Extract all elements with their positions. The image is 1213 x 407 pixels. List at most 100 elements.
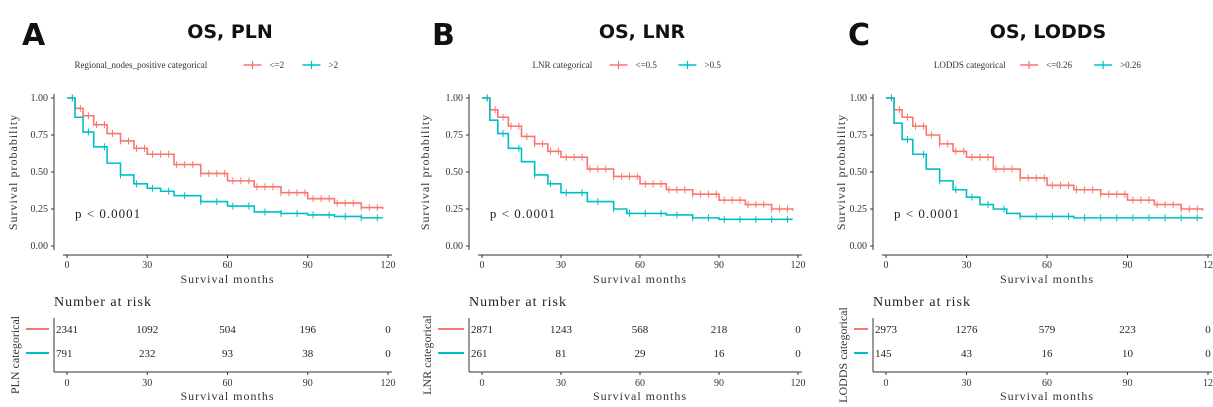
x-axis-label: Survival months (593, 272, 687, 286)
panel-letter: B (432, 18, 455, 53)
x-tick-label: 60 (223, 260, 233, 271)
risk-count: 0 (1205, 348, 1211, 360)
panel-letter: A (22, 18, 46, 53)
legend: LNR categorical <=0.5 >0.5 (533, 60, 722, 70)
risk-count: 196 (300, 324, 317, 336)
risk-count: 38 (302, 348, 314, 360)
legend: Regional_nodes_positive categorical <=2 >2 (75, 60, 339, 70)
y-tick-label: 0.50 (850, 167, 868, 178)
km-curve-series-2 (886, 97, 1203, 219)
risk-count: 504 (219, 324, 236, 336)
risk-count: 29 (635, 348, 647, 360)
x-tick-label: 60 (635, 260, 645, 271)
risk-x-axis-label: Survival months (180, 389, 274, 403)
risk-x-tick-label: 60 (1042, 378, 1052, 389)
risk-x-tick-label: 30 (142, 378, 152, 389)
x-tick-label: 12 (1203, 260, 1213, 271)
y-axis-label: Survival probability (418, 114, 432, 230)
risk-count: 0 (1205, 324, 1211, 336)
legend-label-2: >0.5 (705, 60, 722, 70)
legend-label-1: <=0.26 (1046, 60, 1072, 70)
p-value: p < 0.0001 (894, 206, 960, 221)
x-tick-label: 30 (962, 260, 972, 271)
risk-x-tick-label: 12 (1203, 378, 1213, 389)
legend-title: LODDS categorical (934, 60, 1006, 70)
panel-letter: C (848, 18, 870, 53)
y-tick-label: 0.75 (31, 130, 49, 141)
risk-table: Number at risk LNR categorical 2871 1243 568… (420, 295, 806, 403)
risk-x-tick-label: 30 (556, 378, 566, 389)
x-tick-label: 90 (1123, 260, 1133, 271)
risk-count: 145 (875, 348, 892, 360)
risk-x-tick-label: 120 (381, 378, 396, 389)
y-tick-label: 1.00 (31, 93, 49, 104)
x-tick-label: 30 (142, 260, 152, 271)
y-tick-label: 0.25 (850, 204, 868, 215)
risk-count: 223 (1119, 324, 1136, 336)
risk-x-tick-label: 120 (791, 378, 806, 389)
risk-x-tick-label: 90 (714, 378, 724, 389)
y-tick-label: 0.75 (850, 130, 868, 141)
risk-x-axis-label: Survival months (1000, 389, 1094, 403)
risk-count: 261 (471, 348, 488, 360)
legend: LODDS categorical <=0.26 >0.26 (934, 60, 1142, 70)
y-axis-label: Survival probability (834, 114, 848, 230)
p-value: p < 0.0001 (75, 206, 141, 221)
x-tick-label: 0 (480, 260, 485, 271)
risk-count: 93 (222, 348, 234, 360)
risk-count: 1092 (136, 324, 158, 336)
km-curve-series-1 (482, 97, 794, 211)
legend-label-1: <=2 (270, 60, 285, 70)
panel-a: A OS, PLN Regional_nodes_positive categori… (6, 18, 396, 403)
risk-count: 232 (139, 348, 156, 360)
km-curve-series-1 (886, 97, 1204, 211)
risk-x-tick-label: 30 (962, 378, 972, 389)
risk-table: Number at risk LODDS categorical 2973 1276 5… (836, 295, 1213, 403)
x-tick-label: 90 (303, 260, 313, 271)
x-tick-label: 30 (556, 260, 566, 271)
y-tick-label: 0.00 (31, 241, 49, 252)
legend-title: Regional_nodes_positive categorical (75, 60, 208, 70)
risk-count: 16 (714, 348, 726, 360)
risk-x-tick-label: 60 (223, 378, 233, 389)
y-tick-label: 0.25 (31, 204, 49, 215)
km-curve-series-1 (67, 97, 384, 209)
risk-count: 0 (385, 324, 391, 336)
risk-count: 218 (711, 324, 728, 336)
y-tick-label: 0.25 (446, 204, 464, 215)
risk-count: 1243 (550, 324, 573, 336)
risk-x-tick-label: 0 (884, 378, 889, 389)
y-tick-label: 0.75 (446, 130, 464, 141)
risk-count: 2341 (56, 324, 78, 336)
x-axis-label: Survival months (180, 272, 274, 286)
x-tick-label: 0 (65, 260, 70, 271)
panel-title: OS, LNR (599, 21, 686, 43)
risk-x-axis-label: Survival months (593, 389, 687, 403)
y-tick-label: 0.00 (446, 241, 464, 252)
y-tick-label: 0.50 (31, 167, 49, 178)
x-tick-label: 0 (884, 260, 889, 271)
risk-count: 791 (56, 348, 73, 360)
legend-label-1: <=0.5 (636, 60, 658, 70)
risk-count: 579 (1039, 324, 1056, 336)
x-tick-label: 60 (1042, 260, 1052, 271)
x-tick-label: 120 (791, 260, 806, 271)
risk-count: 0 (385, 348, 391, 360)
risk-y-label: PLN categorical (8, 315, 22, 394)
y-tick-label: 0.00 (850, 241, 868, 252)
risk-table: Number at risk PLN categorical 2341 1092 504… (8, 295, 396, 403)
risk-count: 2871 (471, 324, 493, 336)
risk-count: 81 (556, 348, 567, 360)
risk-table-title: Number at risk (54, 295, 152, 310)
y-axis-label: Survival probability (6, 114, 20, 230)
risk-x-tick-label: 90 (303, 378, 313, 389)
risk-count: 1276 (956, 324, 979, 336)
risk-count: 0 (795, 324, 801, 336)
risk-x-tick-label: 0 (480, 378, 485, 389)
x-tick-label: 120 (381, 260, 396, 271)
panel-title: OS, PLN (187, 21, 273, 43)
risk-count: 43 (961, 348, 973, 360)
x-axis-label: Survival months (1000, 272, 1094, 286)
panel-c: C OS, LODDS LODDS categorical <=0.26 >0.26 0.… (834, 18, 1213, 403)
